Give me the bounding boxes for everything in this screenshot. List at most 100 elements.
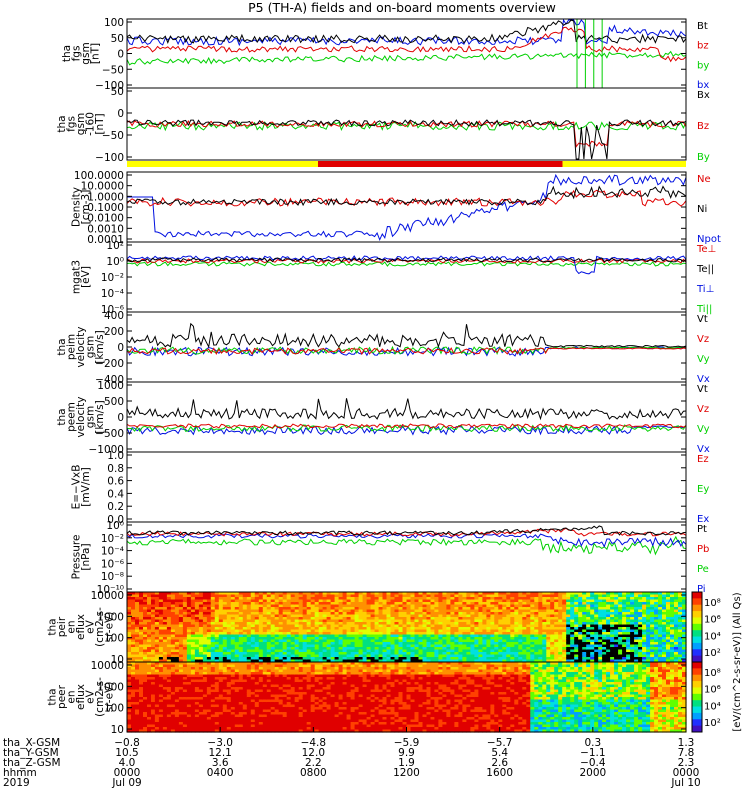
- ytick-label: −200: [95, 358, 124, 370]
- ytick-label: −1000: [88, 444, 124, 456]
- axis-row-value: 0000: [673, 767, 700, 779]
- ytick-label: 0: [117, 108, 124, 120]
- colorbar-tick-label: 10⁸: [704, 598, 721, 609]
- ylabel-line: [cm-3]: [80, 190, 92, 225]
- ytick-label: 10⁰: [106, 256, 124, 268]
- legend-entry-by: By: [697, 152, 710, 163]
- ylabel-line: gsm: [75, 113, 87, 135]
- ytick-label: 200: [104, 326, 124, 338]
- ylabel-line: [eV]: [80, 266, 92, 288]
- axis-row-value: −5.7: [487, 737, 513, 749]
- ytick-label: −50: [102, 130, 124, 142]
- ytick-label: 10⁻⁶: [101, 304, 124, 316]
- colorbar-cell: [692, 598, 702, 606]
- ylabel-line: [km/s]: [94, 330, 106, 364]
- legend-entry-vx: Vx: [697, 444, 710, 455]
- series-line-fgs-1: [126, 50, 687, 66]
- ytick-label: 0.8: [107, 463, 124, 475]
- ytick-label: 10⁻⁴: [101, 288, 124, 300]
- ylabel-line: tha: [56, 338, 68, 355]
- axis-row-value: 9.9: [398, 747, 415, 759]
- series-line-density-0: [127, 173, 687, 241]
- colorbar-cell: [692, 687, 702, 695]
- colorbar-tick-label: 10²: [704, 718, 721, 729]
- ytick-label: 1000: [97, 611, 124, 623]
- colorbar-cell: [692, 706, 702, 714]
- panels-layer: 100500−50−100thafgsgsm[nT]Btbzbybx500−50…: [47, 17, 744, 736]
- legend-entry-bx: Bx: [697, 90, 710, 101]
- ylabel-line: (cm2-s-: [94, 607, 106, 647]
- legend-entry-ti||: Ti||: [696, 304, 712, 315]
- ylabel-line: -160: [85, 112, 97, 136]
- ytick-label: 0: [117, 342, 124, 354]
- ylabel-line: [nT]: [89, 43, 101, 64]
- axis-row-value: 1600: [486, 767, 513, 779]
- axis-row-value: 0.3: [584, 737, 601, 749]
- ylabel-line: [mV/m]: [80, 467, 92, 506]
- panel-peir-spec: 10000 1000 100 10 thapeirenefluxeV(cm2-s-sr-…: [47, 590, 687, 666]
- axis-row-value: 0800: [300, 767, 327, 779]
- legend-entry-vy: Vy: [697, 424, 710, 435]
- legend-entry-te||: Te||: [696, 264, 714, 275]
- ytick-label: 1.0000: [87, 191, 124, 203]
- ytick-label: 100.0000: [74, 170, 124, 182]
- series-line-fgs-dsl-2: [126, 119, 687, 160]
- series-line-fgs-dsl-1: [126, 120, 687, 149]
- chart-title: P5 (TH-A) fields and on-board moments ov…: [248, 0, 556, 15]
- colorbar-cell: [692, 712, 702, 720]
- ytick-label: 10⁻²: [101, 533, 124, 545]
- ylabel-line: en: [66, 620, 78, 633]
- legend-entry-te⊥: Te⊥: [696, 244, 716, 255]
- axis-row-value: 12.0: [302, 747, 325, 759]
- ylabel-line: (cm2-s-: [94, 677, 106, 717]
- panel-peem-velocity: 1000 500 0 −500 −1000 thapeemvelocitygsm[km/s…: [56, 380, 710, 456]
- ylabel-line: gsm: [85, 406, 97, 428]
- colorbar-cell: [692, 636, 702, 644]
- ylabel-line: fgs: [70, 46, 82, 62]
- ytick-label: −50: [102, 64, 124, 76]
- mode-bar-segment-1: [317, 161, 563, 167]
- axis-row-value: 12.1: [208, 747, 231, 759]
- ylabel-line: tha: [56, 115, 68, 132]
- colorbar-cell: [692, 668, 702, 676]
- legend-entry-vt: Vt: [697, 314, 708, 325]
- ytick-label: 10⁻²: [101, 272, 124, 284]
- legend-entry-npot: Npot: [697, 234, 721, 245]
- colorbar-cell: [692, 592, 702, 599]
- ylabel-line: gsm: [85, 336, 97, 358]
- legend-entry-pe: Pe: [697, 564, 709, 575]
- axis-row-value: 5.4: [491, 747, 508, 759]
- legend-entry-pb: Pb: [697, 544, 709, 555]
- ylabel-line: sr-eV): [104, 682, 116, 713]
- colorbar-cell: [692, 630, 702, 638]
- ylabel-line: velocity: [75, 396, 87, 437]
- legend-entry-by: by: [697, 60, 709, 71]
- axis-row-value: 1.3: [678, 737, 695, 749]
- panel-temperature: 10² 10⁰ 10⁻² 10⁻⁴ 10⁻⁶ mgat3[eV] Te⊥ Te|| Ti⊥ Ti|…: [70, 240, 716, 316]
- legend-entry-pt: Pt: [697, 524, 707, 535]
- ylabel-line: tha: [47, 618, 59, 635]
- legend-entry-vy: Vy: [697, 354, 710, 365]
- axis-row-value: 1200: [393, 767, 420, 779]
- series-line-fgs-3: [126, 19, 687, 44]
- axis-row-value: 2000: [579, 767, 606, 779]
- series-line-pressure-0: [126, 535, 687, 556]
- ytick-label: 0.4: [107, 488, 124, 500]
- year-label: 2019: [3, 777, 30, 789]
- series-line-pressure-2: [126, 527, 687, 537]
- ytick-label: 10⁻⁶: [101, 558, 124, 570]
- ylabel-line: E=−VxB: [70, 465, 82, 510]
- ytick-label: 1.0: [107, 450, 124, 462]
- date-start-label: Jul 09: [111, 777, 141, 789]
- ytick-label: 100: [104, 17, 124, 29]
- axis-row-value: 10.5: [115, 747, 138, 759]
- panel-peer-spec: 10000 1000 100 10 thapeerenefluxeV(cm2-s-sr-…: [47, 660, 687, 736]
- ylabel-line: velocity: [75, 326, 87, 367]
- ylabel-line: eV: [85, 689, 97, 703]
- ylabel-line: gsm: [80, 42, 92, 64]
- date-end-label: Jul 10: [670, 777, 700, 789]
- ytick-label: 10: [111, 724, 124, 736]
- colorbar-cell: [692, 623, 702, 631]
